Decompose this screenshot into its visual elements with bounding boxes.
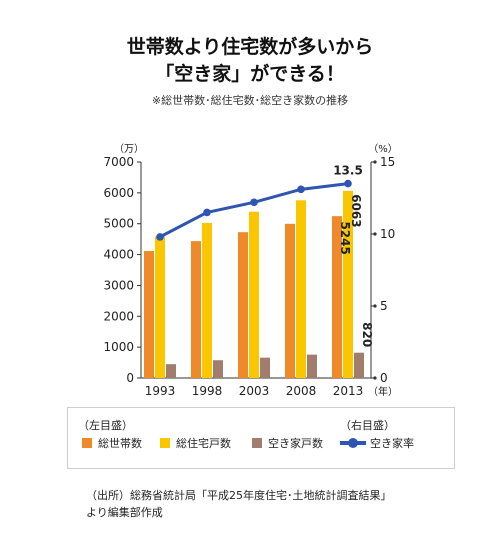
bar-vacant (166, 364, 176, 378)
right-tick-label: 5 (380, 299, 388, 313)
left-tick-label: 6000 (103, 186, 134, 200)
legend-swatch-housing (160, 438, 170, 448)
left-tick-label: 5000 (103, 217, 134, 231)
legend-item-housing: 総住宅戸数 (160, 435, 231, 451)
bar-vacant (260, 357, 270, 378)
right-tick-dot (373, 304, 377, 308)
left-tick-label: 4000 (103, 248, 134, 262)
source-line-1: （出所）総務省統計局「平成25年度住宅･土地統計調査結果」 (86, 489, 392, 502)
source-line-2: より編集部作成 (86, 506, 163, 519)
data-label-housing-2013: 6063 (349, 194, 363, 227)
legend-item-vacant: 空き家戸数 (252, 435, 323, 451)
x-tick-label: 1993 (145, 384, 176, 398)
x-tick-label: 1998 (192, 384, 223, 398)
data-label-rate-2013: 13.5 (333, 164, 363, 178)
vacancy-rate-point (250, 198, 258, 207)
title-line-1: 世帯数より住宅数が多いから (126, 36, 374, 58)
bar-households (332, 216, 342, 378)
chart-subtitle: ※総世帯数･総住宅数･総空き家数の推移 (151, 94, 349, 107)
legend-swatch-households (82, 438, 92, 448)
x-tick-label: 2003 (239, 384, 270, 398)
right-tick-dot (373, 376, 377, 380)
bar-vacant (307, 354, 317, 378)
left-tick-label: 7000 (103, 155, 134, 169)
x-tick-label: 2008 (286, 384, 317, 398)
bar-housing (155, 236, 165, 378)
right-axis-unit: （%） (368, 143, 398, 155)
legend-swatch-vacancy-rate (340, 438, 366, 448)
right-tick-label: 0 (380, 371, 388, 385)
left-axis-unit: （万） (114, 143, 144, 155)
right-tick-dot (373, 160, 377, 164)
x-tick-label: 2013 (333, 384, 364, 398)
right-tick-label: 15 (380, 155, 395, 169)
left-tick-label: 1000 (103, 340, 134, 354)
left-tick-label: 0 (126, 371, 134, 385)
legend-swatch-vacant (252, 438, 262, 448)
data-label-vacant-2013: 820 (360, 322, 374, 347)
right-tick-dot (373, 232, 377, 236)
x-axis-unit: （年） (368, 385, 398, 398)
title-line-2: 「空き家」ができる！ (155, 63, 345, 85)
vacancy-rate-point (297, 185, 305, 194)
right-tick-label: 10 (380, 227, 395, 241)
bar-housing (296, 200, 306, 378)
bar-households (191, 241, 201, 378)
legend-item-vacancy-rate: 空き家率 (340, 435, 414, 451)
bar-vacant (213, 360, 223, 378)
vacancy-rate-point (156, 233, 164, 241)
bar-vacant (354, 352, 364, 378)
chart-title: 世帯数より住宅数が多いから 「空き家」ができる！ (0, 34, 500, 88)
vacancy-rate-point (203, 208, 211, 217)
legend-left-axis-label: （左目盛） (78, 419, 133, 432)
left-tick-label: 3000 (103, 278, 134, 292)
legend: （左目盛） （右目盛） 総世帯数 総住宅戸数 空き家戸数 空き家率 (67, 407, 455, 469)
bar-housing (343, 190, 353, 378)
source-note: （出所）総務省統計局「平成25年度住宅･土地統計調査結果」 より編集部作成 (86, 487, 392, 521)
legend-item-households: 総世帯数 (82, 435, 142, 451)
bar-households (285, 223, 295, 378)
bar-households (238, 232, 248, 378)
bar-households (144, 250, 154, 378)
bar-housing (249, 211, 259, 378)
bar-housing (202, 222, 212, 378)
left-tick-label: 2000 (103, 309, 134, 323)
vacancy-rate-point (344, 179, 352, 188)
data-label-households-2013: 5245 (338, 221, 352, 254)
legend-right-axis-label: （右目盛） (340, 419, 395, 432)
